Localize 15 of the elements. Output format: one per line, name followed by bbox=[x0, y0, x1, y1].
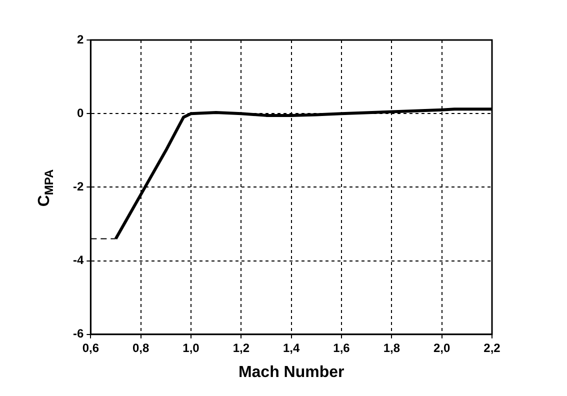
x-tick-label: 1,8 bbox=[383, 340, 400, 355]
x-tick-label: 2,0 bbox=[433, 340, 450, 355]
y-tick-label: 2 bbox=[76, 32, 84, 46]
y-tick-label: -6 bbox=[73, 326, 84, 341]
x-tick-label: 1,2 bbox=[232, 340, 250, 355]
x-tick-label: 1,0 bbox=[182, 340, 200, 355]
x-axis-title: Mach Number bbox=[238, 364, 344, 381]
x-tick-label: 1,6 bbox=[333, 340, 350, 355]
y-tick-label: 0 bbox=[76, 106, 84, 120]
x-tick-label: 0,8 bbox=[132, 340, 150, 355]
x-tick-label: 2,2 bbox=[484, 340, 501, 355]
x-tick-label: 0,6 bbox=[82, 340, 100, 355]
x-tick-label: 1,4 bbox=[282, 340, 300, 355]
y-tick-label: -4 bbox=[73, 253, 84, 268]
y-tick-label: -2 bbox=[73, 180, 84, 194]
